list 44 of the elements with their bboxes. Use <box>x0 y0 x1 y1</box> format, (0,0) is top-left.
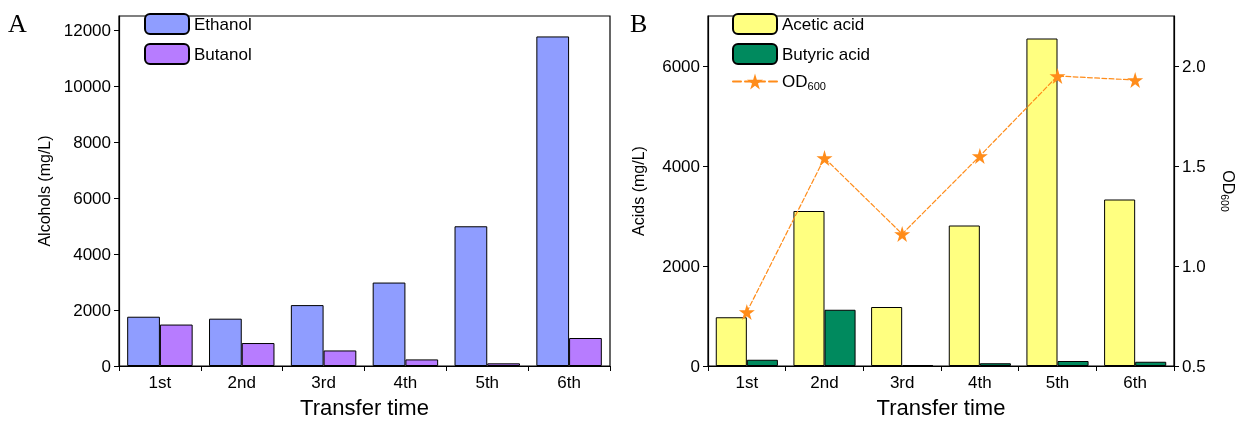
y-tick-label: 8000 <box>73 132 111 152</box>
text: A <box>8 8 27 38</box>
y2-tick-label: 0.5 <box>1182 356 1206 376</box>
y-tick-label: 0 <box>101 356 111 376</box>
x-tick-label: 2nd <box>227 373 256 392</box>
y2-tick-label: 2.0 <box>1182 56 1206 76</box>
point <box>1127 72 1144 88</box>
legend-label: Acetic acid <box>782 14 865 34</box>
y2-tick-label: 1.0 <box>1182 256 1206 276</box>
text: B <box>630 8 648 38</box>
legend-label: Butyric acid <box>782 44 870 64</box>
point <box>738 304 755 320</box>
x-tick-label: 2nd <box>810 373 839 392</box>
x-tick-label: 4th <box>968 373 992 392</box>
x-tick-label: 3rd <box>311 373 336 392</box>
point <box>816 150 833 166</box>
legend-label: Butanol <box>194 44 252 64</box>
x-axis-title: Transfer time <box>876 394 1006 420</box>
y-tick-label: 2000 <box>662 256 700 276</box>
x-tick-label: 5th <box>475 373 500 392</box>
point <box>971 148 988 164</box>
y2-axis-title: OD600 <box>1218 170 1237 212</box>
y-tick-label: 12000 <box>63 20 111 40</box>
x-tick-label: 1st <box>148 373 172 392</box>
y2-tick-label: 1.5 <box>1182 156 1206 176</box>
y-axis-title: Acids (mg/L) <box>629 146 647 236</box>
y-tick-label: 10000 <box>63 76 111 96</box>
x-tick-label: 1st <box>735 373 759 392</box>
x-tick-label: 6th <box>557 373 581 392</box>
point <box>894 226 911 242</box>
point <box>1049 68 1066 84</box>
legend-label: Ethanol <box>194 14 252 34</box>
y-tick-label: 4000 <box>662 156 700 176</box>
y-tick-label: 0 <box>690 356 700 376</box>
y-tick-label: 6000 <box>662 56 700 76</box>
x-tick-label: 4th <box>393 373 418 392</box>
x-tick-label: 6th <box>1123 373 1147 392</box>
x-axis-title: Transfer time <box>300 394 429 420</box>
y-tick-label: 4000 <box>73 244 111 264</box>
x-tick-label: 5th <box>1045 373 1070 392</box>
y-axis-title: Alcohols (mg/L) <box>36 135 54 247</box>
y-tick-label: 6000 <box>73 188 111 208</box>
x-tick-label: 3rd <box>889 373 915 392</box>
y-tick-label: 2000 <box>73 300 111 320</box>
